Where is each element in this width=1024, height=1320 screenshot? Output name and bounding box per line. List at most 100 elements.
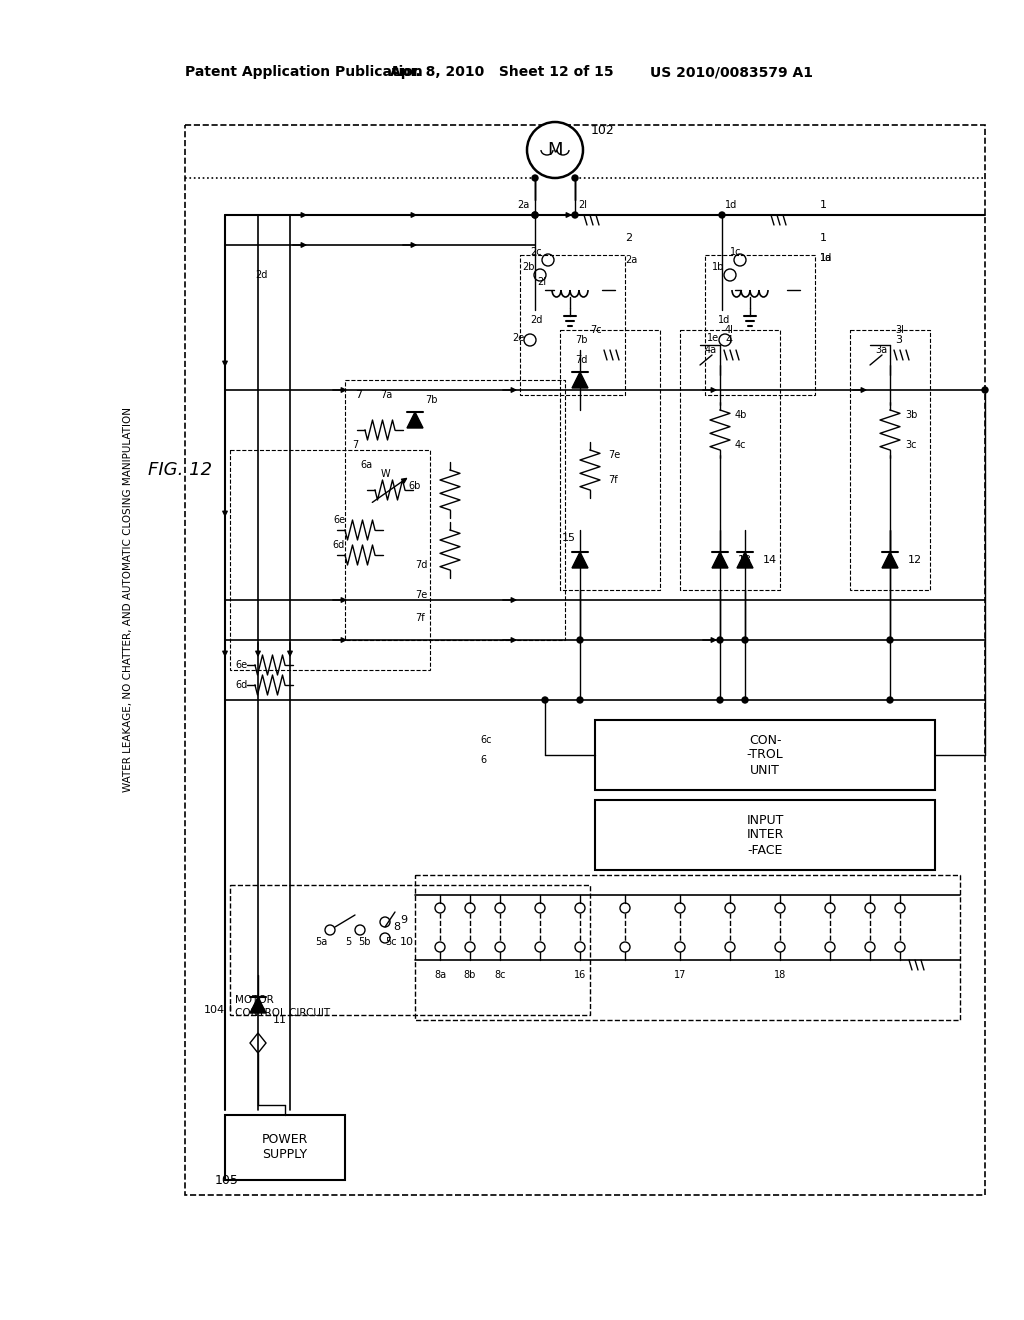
Text: 4a: 4a: [705, 345, 717, 355]
Text: 13: 13: [738, 554, 752, 565]
Text: 2d: 2d: [530, 315, 543, 325]
Text: 8a: 8a: [434, 970, 446, 979]
Bar: [850, 330, 930, 590]
Text: 105: 105: [215, 1173, 239, 1187]
Polygon shape: [882, 552, 898, 568]
Text: 3a: 3a: [874, 345, 887, 355]
Circle shape: [887, 697, 893, 704]
Text: US 2010/0083579 A1: US 2010/0083579 A1: [650, 65, 813, 79]
Text: 3b: 3b: [905, 411, 918, 420]
Text: 6e: 6e: [333, 515, 345, 525]
Polygon shape: [572, 552, 588, 568]
Text: 15: 15: [562, 533, 575, 543]
Bar: [185, 125, 985, 1195]
Circle shape: [887, 638, 893, 643]
Text: 1d: 1d: [820, 253, 833, 263]
Text: 17: 17: [674, 970, 686, 979]
Text: 2c: 2c: [530, 247, 542, 257]
Text: 5c: 5c: [385, 937, 396, 946]
Text: M: M: [547, 141, 563, 158]
Text: 5b: 5b: [358, 937, 371, 946]
Text: 6d: 6d: [333, 540, 345, 550]
Text: 2a: 2a: [625, 255, 637, 265]
Text: 7a: 7a: [380, 389, 392, 400]
Text: POWER
SUPPLY: POWER SUPPLY: [262, 1133, 308, 1162]
Text: 102: 102: [591, 124, 614, 136]
Text: 6: 6: [480, 755, 486, 766]
Circle shape: [532, 176, 538, 181]
Text: 7c: 7c: [590, 325, 602, 335]
Polygon shape: [712, 552, 728, 568]
Text: 2a: 2a: [518, 201, 530, 210]
Text: 4l: 4l: [725, 325, 734, 335]
Text: 18: 18: [774, 970, 786, 979]
Text: 7f: 7f: [608, 475, 617, 484]
Text: 6c: 6c: [480, 735, 492, 744]
Text: INPUT
INTER
-FACE: INPUT INTER -FACE: [746, 813, 783, 857]
Circle shape: [532, 213, 538, 218]
Text: 1: 1: [820, 201, 827, 210]
Text: 7: 7: [352, 440, 358, 450]
Text: 7b: 7b: [575, 335, 588, 345]
Text: 2e: 2e: [512, 333, 524, 343]
Text: 2l: 2l: [578, 201, 587, 210]
Bar: [705, 255, 815, 395]
Circle shape: [572, 176, 578, 181]
Bar: [595, 719, 935, 789]
Text: 7f: 7f: [415, 612, 425, 623]
Text: 1c: 1c: [730, 247, 741, 257]
Text: 3l: 3l: [895, 325, 904, 335]
Text: 9: 9: [400, 915, 408, 925]
Polygon shape: [737, 552, 753, 568]
Text: 1a: 1a: [820, 253, 833, 263]
Bar: [415, 875, 961, 1020]
Bar: [230, 450, 430, 671]
Circle shape: [717, 697, 723, 704]
Text: 12: 12: [908, 554, 923, 565]
Circle shape: [742, 697, 748, 704]
Bar: [595, 800, 935, 870]
Text: CONTROL CIRCUIT: CONTROL CIRCUIT: [234, 1008, 330, 1018]
Circle shape: [717, 638, 723, 643]
Text: FIG. 12: FIG. 12: [148, 461, 212, 479]
Circle shape: [532, 213, 538, 218]
Polygon shape: [407, 412, 423, 428]
Text: 8b: 8b: [464, 970, 476, 979]
Text: 7e: 7e: [415, 590, 427, 601]
Text: 1: 1: [820, 234, 827, 243]
Bar: [345, 380, 565, 640]
Text: 1d: 1d: [718, 315, 730, 325]
Text: Patent Application Publication: Patent Application Publication: [185, 65, 423, 79]
Text: 6e: 6e: [234, 660, 247, 671]
Text: 7e: 7e: [608, 450, 621, 459]
Text: 6b: 6b: [408, 480, 421, 491]
Text: 2d: 2d: [255, 271, 267, 280]
Text: 7: 7: [355, 389, 362, 400]
Text: 8: 8: [393, 921, 400, 932]
Text: 4c: 4c: [735, 440, 746, 450]
Text: 11: 11: [273, 1015, 287, 1026]
Text: 1d: 1d: [725, 201, 737, 210]
Text: 7d: 7d: [415, 560, 427, 570]
Text: Apr. 8, 2010   Sheet 12 of 15: Apr. 8, 2010 Sheet 12 of 15: [390, 65, 613, 79]
Text: 7d: 7d: [575, 355, 588, 366]
Text: 14: 14: [763, 554, 777, 565]
Text: 5a: 5a: [315, 937, 328, 946]
Circle shape: [719, 213, 725, 218]
Text: 4b: 4b: [735, 411, 748, 420]
Text: 4: 4: [725, 335, 732, 345]
Circle shape: [982, 387, 988, 393]
Text: 1b: 1b: [712, 261, 724, 272]
Text: 5: 5: [345, 937, 351, 946]
Circle shape: [527, 121, 583, 178]
Text: 16: 16: [573, 970, 586, 979]
Circle shape: [577, 638, 583, 643]
Polygon shape: [572, 372, 588, 388]
Circle shape: [542, 697, 548, 704]
Text: 8c: 8c: [495, 970, 506, 979]
Text: WATER LEAKAGE, NO CHATTER, AND AUTOMATIC CLOSING MANIPULATION: WATER LEAKAGE, NO CHATTER, AND AUTOMATIC…: [123, 408, 133, 792]
Text: 6d: 6d: [234, 680, 247, 690]
Bar: [560, 330, 660, 590]
Polygon shape: [250, 997, 266, 1012]
Text: 3: 3: [895, 335, 902, 345]
